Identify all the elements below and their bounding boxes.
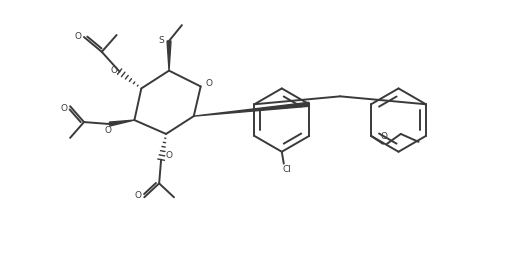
Text: O: O bbox=[135, 191, 142, 200]
Text: S: S bbox=[158, 36, 164, 46]
Text: O: O bbox=[380, 132, 388, 141]
Text: O: O bbox=[205, 79, 212, 88]
Text: O: O bbox=[104, 126, 111, 135]
Polygon shape bbox=[167, 41, 171, 71]
Polygon shape bbox=[109, 120, 135, 126]
Text: O: O bbox=[166, 151, 173, 160]
Text: O: O bbox=[60, 104, 68, 113]
Polygon shape bbox=[194, 102, 309, 116]
Text: O: O bbox=[75, 33, 82, 41]
Text: Cl: Cl bbox=[282, 165, 291, 174]
Text: O: O bbox=[110, 66, 117, 75]
